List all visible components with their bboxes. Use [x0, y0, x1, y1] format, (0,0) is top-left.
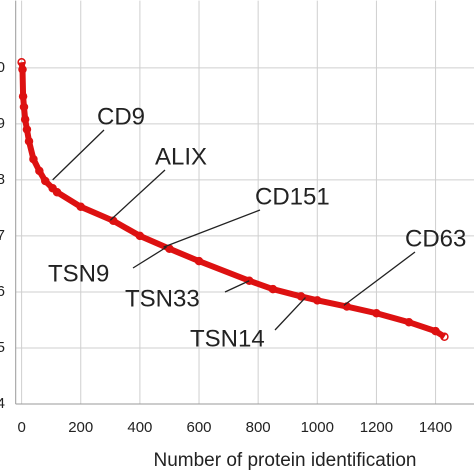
- point: [24, 136, 34, 146]
- point: [268, 284, 278, 294]
- annotation: TSN33: [125, 285, 200, 312]
- x-tick-label: 400: [127, 419, 152, 436]
- annotation: CD63: [405, 225, 466, 252]
- point: [245, 276, 254, 285]
- point: [431, 326, 440, 336]
- point: [296, 292, 306, 301]
- leader-line: [132, 246, 167, 269]
- leader-line: [52, 129, 105, 181]
- point: [18, 65, 27, 74]
- annotation: CD9: [97, 103, 145, 130]
- leader-line: [224, 280, 250, 293]
- point: [76, 202, 85, 212]
- annotation: TSN14: [190, 325, 265, 352]
- x-tick-label: 800: [246, 419, 271, 436]
- x-axis-label: Number of protein identification: [154, 450, 417, 471]
- leader-line: [274, 297, 306, 331]
- x-tick-label: 600: [187, 419, 212, 436]
- y-tick-label: 7: [0, 227, 5, 244]
- point: [20, 115, 30, 124]
- point: [29, 154, 38, 164]
- x-tick-label: 1000: [301, 419, 334, 436]
- point: [440, 332, 449, 342]
- point: [404, 317, 414, 327]
- annotation: CD151: [255, 183, 330, 210]
- x-tick-label: 200: [68, 419, 93, 436]
- x-tick-label: 0: [17, 419, 25, 436]
- point: [19, 102, 29, 112]
- point: [313, 296, 322, 305]
- point: [372, 308, 381, 318]
- point: [35, 166, 44, 176]
- y-tick-label: 5: [0, 339, 5, 356]
- leader-line: [343, 251, 416, 306]
- y-tick-label: 6: [0, 283, 5, 300]
- annotation: TSN9: [48, 260, 109, 287]
- y-tick-label: 8: [0, 171, 5, 188]
- point: [22, 125, 32, 134]
- point: [135, 231, 145, 241]
- y-tick-label: 4: [0, 395, 5, 412]
- leader-line: [109, 169, 166, 221]
- point: [18, 92, 28, 101]
- y-tick-label: 10: [0, 59, 5, 76]
- y-tick-label: 9: [0, 115, 5, 132]
- trend: [18, 61, 447, 340]
- point: [52, 187, 62, 197]
- x-tick-label: 1400: [419, 419, 452, 436]
- point: [194, 256, 204, 266]
- leader-line: [163, 209, 261, 248]
- x-tick-label: 1200: [360, 419, 393, 436]
- annotation: ALIX: [155, 143, 207, 170]
- point: [41, 176, 50, 186]
